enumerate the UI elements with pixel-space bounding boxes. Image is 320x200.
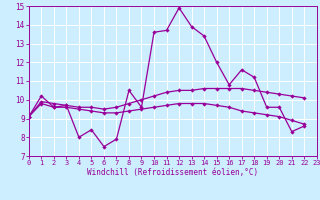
X-axis label: Windchill (Refroidissement éolien,°C): Windchill (Refroidissement éolien,°C) xyxy=(87,168,258,177)
